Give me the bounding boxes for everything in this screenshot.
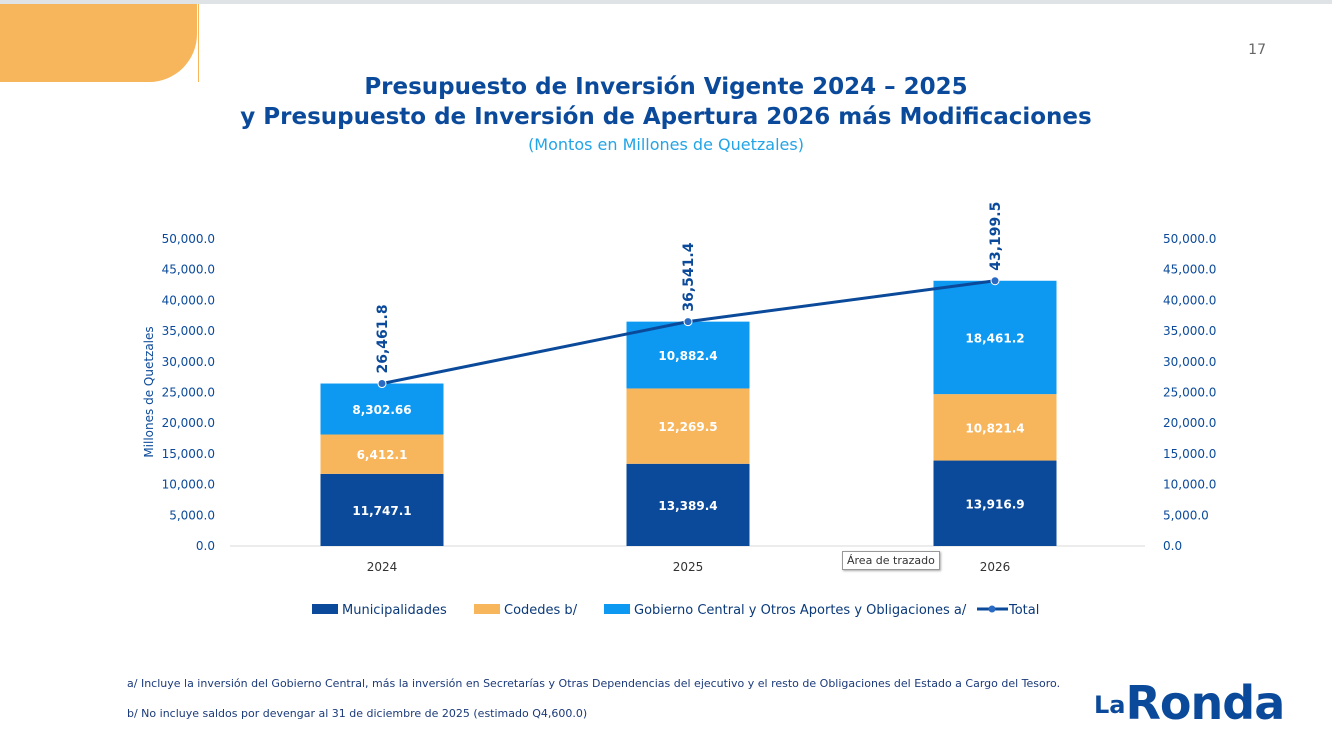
bar-data-label: 13,389.4 (658, 499, 717, 513)
chart-title-line2: y Presupuesto de Inversión de Apertura 2… (240, 104, 1092, 130)
x-tick-label: 2024 (367, 560, 398, 574)
bar-data-label: 12,269.5 (658, 420, 717, 434)
y-tick-right: 25,000.0 (1163, 386, 1216, 400)
y-tick-left: 5,000.0 (169, 508, 215, 522)
y-tick-left: 30,000.0 (162, 355, 215, 369)
y-tick-left: 10,000.0 (162, 478, 215, 492)
total-point (377, 379, 387, 389)
legend-line-marker (988, 605, 996, 613)
y-tick-left: 0.0 (196, 539, 215, 553)
bar-codedes (626, 388, 750, 464)
bar-municipalidades (933, 460, 1057, 546)
y-tick-right: 35,000.0 (1163, 324, 1216, 338)
total-point (683, 317, 693, 327)
bar-codedes (933, 394, 1057, 461)
legend-swatch (604, 604, 630, 614)
y-tick-left: 20,000.0 (162, 416, 215, 430)
total-data-label: 36,541.4 (681, 242, 697, 311)
y-tick-right: 40,000.0 (1163, 293, 1216, 307)
bar-gobierno (320, 383, 444, 435)
footnote-a: a/ Incluye la inversión del Gobierno Cen… (127, 677, 1061, 690)
bar-data-label: 18,461.2 (965, 331, 1024, 345)
legend-label: Municipalidades (342, 603, 447, 618)
y-tick-right: 50,000.0 (1163, 232, 1216, 246)
legend-swatch (312, 604, 338, 614)
decorative-line (198, 4, 199, 82)
y-tick-right: 15,000.0 (1163, 447, 1216, 461)
footnote-b: b/ No incluye saldos por devengar al 31 … (127, 707, 588, 720)
y-tick-right: 5,000.0 (1163, 508, 1209, 522)
y-tick-right: 45,000.0 (1163, 263, 1216, 277)
x-tick-label: 2026 (980, 560, 1011, 574)
bar-gobierno (626, 321, 750, 389)
total-data-label: 26,461.8 (375, 304, 391, 373)
chart-title: Presupuesto de Inversión Vigente 2024 – … (364, 74, 968, 100)
y-tick-right: 0.0 (1163, 539, 1182, 553)
total-data-label: 43,199.5 (988, 202, 1004, 271)
total-point (990, 276, 1000, 286)
chart-subtitle: (Montos en Millones de Quetzales) (528, 135, 804, 154)
bar-data-label: 8,302.66 (352, 403, 411, 417)
x-tick-label: 2025 (673, 560, 704, 574)
bar-municipalidades (320, 473, 444, 546)
window-top-border (0, 0, 1332, 4)
y-axis-label: Millones de Quetzales (142, 326, 156, 457)
bar-codedes (320, 434, 444, 474)
y-tick-left: 45,000.0 (162, 263, 215, 277)
y-tick-right: 20,000.0 (1163, 416, 1216, 430)
page-number: 17 (1248, 42, 1266, 58)
bar-data-label: 11,747.1 (352, 504, 411, 518)
y-tick-left: 40,000.0 (162, 293, 215, 307)
bar-gobierno (933, 280, 1057, 395)
tooltip: Área de trazado (842, 551, 940, 570)
y-tick-left: 25,000.0 (162, 386, 215, 400)
la-ronda-logo: LaRonda (1094, 676, 1285, 730)
legend-swatch (474, 604, 500, 614)
bar-data-label: 13,916.9 (965, 497, 1024, 511)
bar-data-label: 10,882.4 (658, 349, 717, 363)
bar-data-label: 10,821.4 (965, 421, 1024, 435)
y-tick-left: 15,000.0 (162, 447, 215, 461)
y-tick-right: 30,000.0 (1163, 355, 1216, 369)
legend-label: Gobierno Central y Otros Aportes y Oblig… (634, 603, 967, 618)
legend-label: Codedes b/ (504, 603, 578, 618)
decorative-corner-shape (0, 4, 197, 82)
bar-municipalidades (626, 463, 750, 546)
legend-label: Total (1008, 603, 1039, 618)
y-tick-left: 35,000.0 (162, 324, 215, 338)
bar-data-label: 6,412.1 (357, 448, 408, 462)
y-tick-right: 10,000.0 (1163, 478, 1216, 492)
y-tick-left: 50,000.0 (162, 232, 215, 246)
